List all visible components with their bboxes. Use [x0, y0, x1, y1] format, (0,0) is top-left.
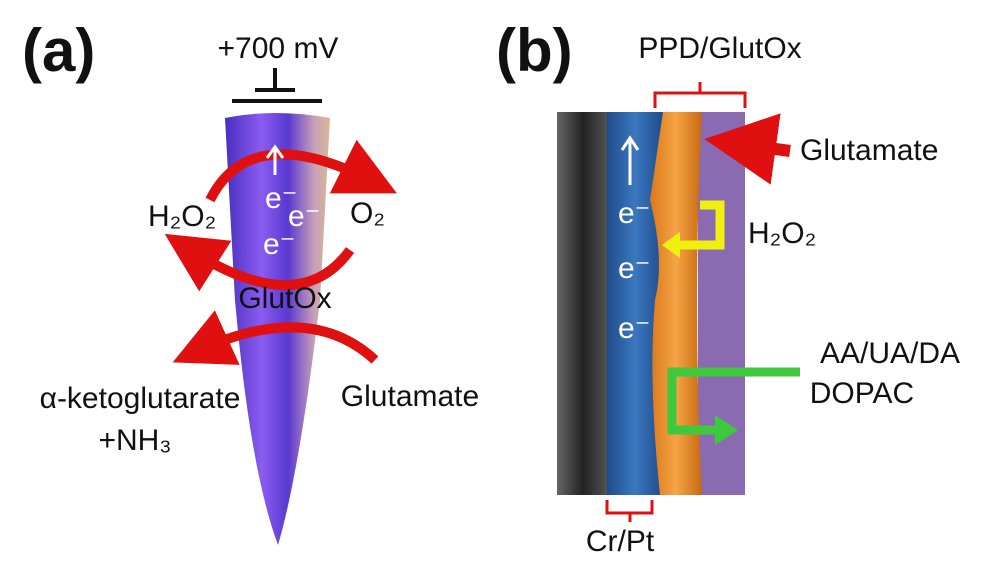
h2o2: H₂O₂ [148, 200, 216, 233]
product: +NH₃ [98, 424, 171, 457]
interferents: AA/UA/DA [820, 337, 960, 370]
bracket [655, 82, 745, 108]
panel-a: (a) +700 mV e⁻ e⁻ e⁻ H₂O₂ O₂ GlutOx α-ke… [22, 17, 479, 545]
glutamate-arrow [740, 144, 790, 151]
electron: e⁻ [618, 312, 651, 345]
electron: e⁻ [618, 197, 651, 230]
enzyme: GlutOx [238, 282, 331, 315]
ppd-glutox-layer [650, 112, 702, 495]
o2: O₂ [350, 197, 385, 230]
page: (a) +700 mV e⁻ e⁻ e⁻ H₂O₂ O₂ GlutOx α-ke… [0, 0, 982, 561]
layer-label: PPD/GlutOx [638, 32, 801, 65]
bracket [607, 500, 652, 522]
electron: e⁻ [618, 252, 651, 285]
h2o2: H₂O₂ [748, 217, 816, 250]
figure: (a) +700 mV e⁻ e⁻ e⁻ H₂O₂ O₂ GlutOx α-ke… [0, 0, 982, 561]
electron: e⁻ [263, 228, 296, 261]
terminal [232, 68, 322, 101]
panel-b: (b) PPD/GlutOx Glutamate H₂O₂ AA/UA/DA D… [496, 17, 960, 558]
voltage: +700 mV [218, 32, 339, 65]
panel-label: (b) [496, 17, 573, 84]
substrate-layer [557, 112, 609, 495]
substrate: Glutamate [341, 380, 479, 413]
product: α-ketoglutarate [40, 382, 241, 415]
interferents: DOPAC [810, 377, 914, 410]
panel-label: (a) [22, 17, 95, 84]
base-label: Cr/Pt [586, 525, 655, 558]
substrate: Glutamate [800, 134, 938, 167]
